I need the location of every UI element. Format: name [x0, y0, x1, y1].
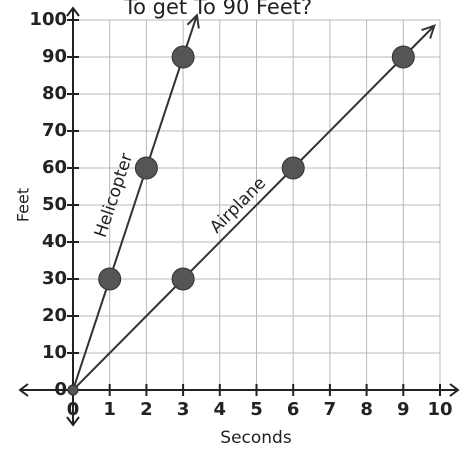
- point: [171, 45, 195, 69]
- line: [72, 56, 185, 391]
- axis-arrow: [449, 383, 460, 397]
- y-tick-label: 30: [42, 268, 67, 289]
- y-tick-label: 90: [42, 46, 67, 67]
- y-axis-label: Feet: [14, 188, 33, 222]
- point: [98, 267, 122, 291]
- x-tick-label: 10: [427, 399, 452, 420]
- x-tick-label: 1: [103, 399, 116, 420]
- point: [391, 45, 415, 69]
- y-tick-label: 70: [42, 120, 67, 141]
- y-tick-label: 10: [42, 342, 67, 363]
- x-tick-label: 9: [397, 399, 410, 420]
- line-arrow: [421, 24, 436, 39]
- x-tick-label: 6: [287, 399, 300, 420]
- y-tick-label: 80: [42, 83, 67, 104]
- axis-arrow: [66, 6, 80, 17]
- y-tick-label: 40: [42, 231, 67, 252]
- point: [281, 156, 305, 180]
- x-tick-label: 2: [140, 399, 153, 420]
- y-tick-label: 100: [29, 9, 67, 30]
- y-tick-label: 20: [42, 305, 67, 326]
- line: [72, 56, 405, 391]
- axis-arrow: [66, 416, 80, 427]
- x-tick-label: 7: [324, 399, 337, 420]
- point: [134, 156, 158, 180]
- point: [67, 384, 79, 396]
- series-label: Helicopter: [91, 151, 137, 240]
- x-tick-label: 5: [250, 399, 263, 420]
- x-tick-label: 8: [360, 399, 373, 420]
- x-tick-label: 4: [214, 399, 227, 420]
- line-arrow: [186, 13, 200, 29]
- y-tick-label: 50: [42, 194, 67, 215]
- y-tick-label: 60: [42, 157, 67, 178]
- x-tick-label: 3: [177, 399, 190, 420]
- point: [171, 267, 195, 291]
- axis-arrow: [18, 383, 29, 397]
- chart-title: To get To 90 Feet?: [123, 0, 312, 19]
- x-axis-label: Seconds: [220, 428, 292, 448]
